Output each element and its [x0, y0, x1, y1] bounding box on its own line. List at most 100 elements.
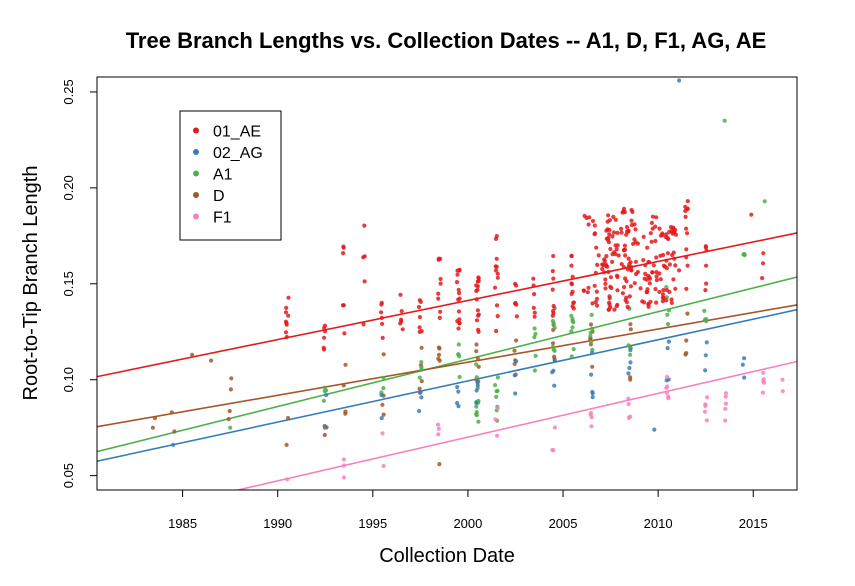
- point-f1: [666, 394, 671, 399]
- point-01-ae: [614, 273, 620, 278]
- point-01-ae: [657, 271, 662, 276]
- point-f1: [341, 457, 346, 462]
- point-01-ae: [399, 309, 404, 314]
- point-01-ae: [284, 334, 289, 340]
- point-01-ae: [436, 257, 441, 262]
- point-01-ae: [684, 255, 689, 260]
- point-01-ae: [671, 225, 676, 230]
- point-01-ae: [629, 218, 634, 223]
- point-01-ae: [616, 253, 621, 258]
- point-02-ag: [379, 392, 384, 398]
- point-01-ae: [672, 256, 677, 261]
- point-f1: [493, 417, 498, 422]
- point-01-ae: [437, 315, 442, 320]
- point-01-ae: [685, 231, 690, 236]
- point-f1: [341, 463, 346, 468]
- point-01-ae: [475, 308, 480, 313]
- point-01-ae: [704, 263, 709, 268]
- point-01-ae: [641, 258, 646, 263]
- y-tick-label: 0.10: [61, 367, 76, 392]
- point-01-ae: [601, 262, 606, 268]
- point-01-ae: [685, 199, 690, 204]
- legend-marker-d: [193, 192, 199, 198]
- point-01-ae: [341, 245, 346, 250]
- point-01-ae: [602, 257, 607, 262]
- point-a1: [665, 322, 671, 327]
- point-d: [550, 341, 556, 346]
- point-01-ae: [703, 245, 709, 250]
- legend-label-d: D: [213, 188, 225, 205]
- point-01-ae: [362, 254, 367, 259]
- point-01-ae: [513, 281, 518, 286]
- point-d: [381, 352, 386, 357]
- point-d: [229, 376, 234, 381]
- point-01-ae: [455, 272, 460, 277]
- point-02-ag: [666, 339, 672, 344]
- point-d: [341, 383, 346, 388]
- point-a1: [493, 383, 498, 388]
- point-01-ae: [531, 283, 536, 288]
- point-01-ae: [495, 275, 500, 280]
- point-02-ag: [590, 350, 595, 355]
- legend-marker-a1: [193, 170, 199, 177]
- point-01-ae: [611, 230, 617, 235]
- point-01-ae: [417, 315, 422, 320]
- point-01-ae: [654, 274, 659, 279]
- point-d: [322, 432, 327, 438]
- point-a1: [588, 330, 593, 335]
- point-01-ae: [322, 335, 327, 340]
- point-f1: [436, 422, 441, 427]
- point-01-ae: [614, 247, 619, 252]
- point-02-ag: [550, 370, 555, 375]
- point-01-ae: [658, 233, 664, 238]
- x-tick-label: 1990: [263, 516, 292, 531]
- point-01-ae: [671, 230, 676, 235]
- point-01-ae: [644, 277, 649, 282]
- point-01-ae: [607, 302, 612, 307]
- point-a1: [495, 375, 500, 380]
- point-d: [683, 352, 688, 357]
- point-01-ae: [673, 286, 678, 291]
- point-02-ag: [626, 371, 631, 376]
- point-a1: [551, 347, 556, 352]
- point-d: [172, 429, 177, 434]
- point-01-ae: [657, 226, 662, 231]
- point-01-ae: [322, 329, 328, 334]
- point-01-ae: [595, 262, 600, 267]
- point-01-ae: [283, 330, 289, 335]
- point-01-ae: [551, 308, 556, 314]
- point-01-ae: [593, 270, 598, 275]
- x-tick-label: 2010: [644, 516, 673, 531]
- y-tick-label: 0.25: [61, 79, 76, 104]
- point-a1: [742, 253, 747, 258]
- point-d: [628, 322, 633, 327]
- point-01-ae: [550, 269, 555, 274]
- point-02-ag: [418, 390, 423, 395]
- point-01-ae: [476, 313, 481, 318]
- point-01-ae: [610, 252, 615, 257]
- point-d: [343, 409, 348, 414]
- point-a1: [589, 312, 594, 317]
- point-a1: [550, 318, 556, 324]
- point-01-ae: [604, 236, 609, 241]
- point-01-ae: [604, 254, 609, 259]
- point-01-ae: [283, 310, 289, 315]
- point-01-ae: [661, 252, 666, 258]
- point-a1: [474, 410, 479, 415]
- point-01-ae: [648, 231, 653, 236]
- point-01-ae: [594, 289, 599, 294]
- point-01-ae: [683, 204, 688, 209]
- y-tick-label: 0.15: [61, 271, 76, 296]
- point-f1: [702, 409, 708, 414]
- point-01-ae: [474, 318, 480, 323]
- point-01-ae: [610, 234, 615, 239]
- point-01-ae: [677, 268, 682, 273]
- point-01-ae: [494, 256, 499, 261]
- point-01-ae: [657, 289, 662, 294]
- point-01-ae: [603, 281, 608, 286]
- point-01-ae: [379, 310, 384, 315]
- point-a1: [590, 326, 595, 331]
- point-01-ae: [398, 292, 403, 297]
- point-01-ae: [532, 310, 537, 315]
